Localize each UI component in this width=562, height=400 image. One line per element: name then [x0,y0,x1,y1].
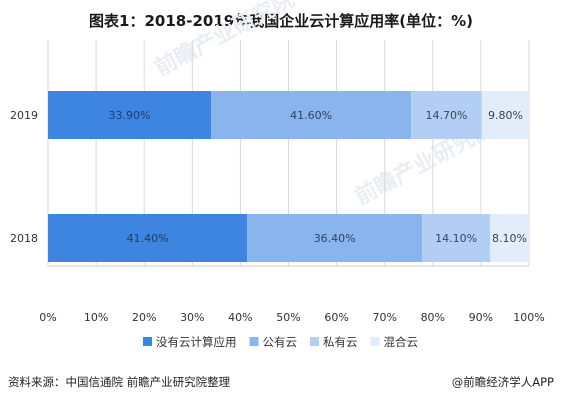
legend-label: 混合云 [384,335,419,349]
x-tick-label: 100% [513,311,544,324]
data-label: 33.90% [109,109,151,122]
data-label: 14.10% [435,232,477,245]
bar-segment [411,91,482,139]
legend-label: 没有云计算应用 [156,335,237,349]
bar-segment [490,214,529,262]
legend-label: 公有云 [263,335,298,349]
data-label: 8.10% [492,232,527,245]
y-category-label: 2019 [10,109,38,122]
x-tick-label: 80% [421,311,445,324]
legend-swatch [310,337,319,346]
data-label: 36.40% [314,232,356,245]
chart-title: 图表1：2018-2019年我国企业云计算应用率(单位：%) [89,12,473,30]
x-tick-label: 70% [372,311,396,324]
data-label: 9.80% [488,109,523,122]
data-label: 41.40% [127,232,169,245]
x-tick-label: 10% [84,311,108,324]
legend-swatch [143,337,152,346]
x-tick-label: 20% [132,311,156,324]
data-label: 14.70% [426,109,468,122]
legend-label: 私有云 [323,335,358,349]
bar-segment [422,214,491,262]
bar-segment [211,91,412,139]
bar-segment [247,214,423,262]
watermark-text: 前瞻产业研究院 [151,0,299,81]
legend-swatch [249,337,259,346]
source-note: 资料来源：中国信通院 前瞻产业研究院整理 [8,375,231,389]
x-tick-label: 30% [180,311,204,324]
y-category-label: 2018 [10,232,38,245]
bar-segment [48,91,212,139]
legend-swatch [370,337,380,346]
x-tick-label: 0% [39,311,56,324]
x-tick-label: 50% [276,311,300,324]
bar-segment [481,91,529,139]
credit-note: @前瞻经济学人APP [451,375,554,389]
x-tick-label: 90% [469,311,493,324]
bar-segment [48,214,248,262]
x-tick-label: 60% [324,311,348,324]
x-tick-label: 40% [228,311,252,324]
data-label: 41.60% [290,109,332,122]
